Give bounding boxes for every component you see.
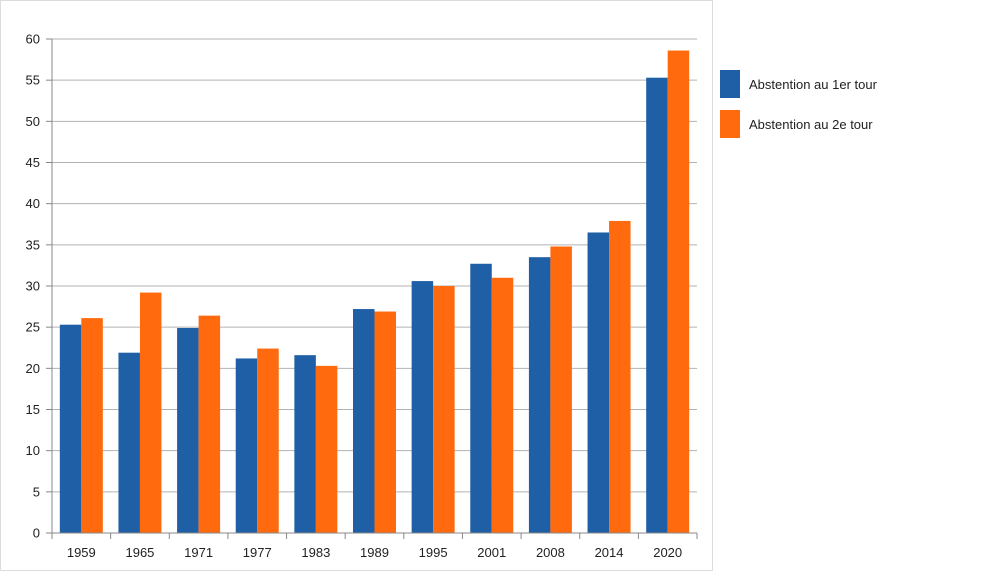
y-tick-label: 15 bbox=[26, 402, 40, 417]
x-tick-label: 1995 bbox=[419, 545, 448, 560]
x-tick-label: 1989 bbox=[360, 545, 389, 560]
y-tick-label: 0 bbox=[33, 526, 40, 541]
y-tick-label: 5 bbox=[33, 484, 40, 499]
bar-2-2008 bbox=[550, 246, 572, 534]
bar-1-2008 bbox=[528, 257, 551, 533]
y-tick-label: 40 bbox=[26, 196, 40, 211]
x-tick-label: 1977 bbox=[243, 545, 272, 560]
bar-2-1995 bbox=[433, 286, 455, 533]
bar-1-1971 bbox=[177, 327, 199, 533]
x-tick-label: 1971 bbox=[184, 545, 213, 560]
legend-label-2: Abstention au 2e tour bbox=[749, 117, 873, 132]
bar-2-1989 bbox=[374, 311, 396, 533]
y-tick-label: 50 bbox=[26, 114, 40, 129]
bars bbox=[59, 50, 690, 534]
bar-2-1977 bbox=[257, 348, 279, 533]
bar-2-1983 bbox=[315, 365, 338, 533]
y-tick-label: 20 bbox=[26, 361, 40, 376]
y-tick-label: 60 bbox=[26, 32, 40, 47]
y-tick-label: 35 bbox=[26, 237, 40, 252]
y-tick-label: 25 bbox=[26, 320, 40, 335]
x-tick-label: 2020 bbox=[653, 545, 682, 560]
bar-1-2020 bbox=[646, 77, 668, 534]
x-tick-label: 1965 bbox=[125, 545, 154, 560]
bar-2-2020 bbox=[667, 50, 690, 533]
bar-1-2001 bbox=[470, 263, 492, 533]
y-tick-label: 10 bbox=[26, 443, 40, 458]
bar-2-1971 bbox=[198, 315, 221, 533]
bar-2-2014 bbox=[609, 220, 631, 533]
y-tick-label: 30 bbox=[26, 279, 40, 294]
legend: Abstention au 1er tour Abstention au 2e t… bbox=[720, 70, 878, 138]
bar-2-1965 bbox=[139, 292, 162, 533]
y-tick-label: 55 bbox=[26, 73, 40, 88]
legend-label-1: Abstention au 1er tour bbox=[749, 77, 878, 92]
bar-1-1965 bbox=[118, 352, 140, 533]
bar-1-1959 bbox=[59, 324, 82, 533]
x-tick-label: 1959 bbox=[67, 545, 96, 560]
x-tick-label: 1983 bbox=[301, 545, 330, 560]
bar-1-1983 bbox=[294, 355, 316, 533]
x-tick-label: 2008 bbox=[536, 545, 565, 560]
x-tick-label: 2001 bbox=[477, 545, 506, 560]
bar-1-1995 bbox=[411, 281, 434, 533]
axes: 0 5 10 15 20 25 30 35 40 45 50 55 60 1959 1965 1971 1977… bbox=[26, 32, 698, 560]
bar-2-1959 bbox=[81, 318, 103, 533]
bar-2-2001 bbox=[491, 277, 514, 533]
y-tick-label: 45 bbox=[26, 155, 40, 170]
bar-1-2014 bbox=[587, 232, 610, 533]
bar-1-1989 bbox=[353, 309, 375, 533]
x-tick-label: 2014 bbox=[595, 545, 624, 560]
legend-swatch-1 bbox=[720, 70, 740, 98]
bar-1-1977 bbox=[235, 358, 258, 533]
legend-swatch-2 bbox=[720, 110, 740, 138]
